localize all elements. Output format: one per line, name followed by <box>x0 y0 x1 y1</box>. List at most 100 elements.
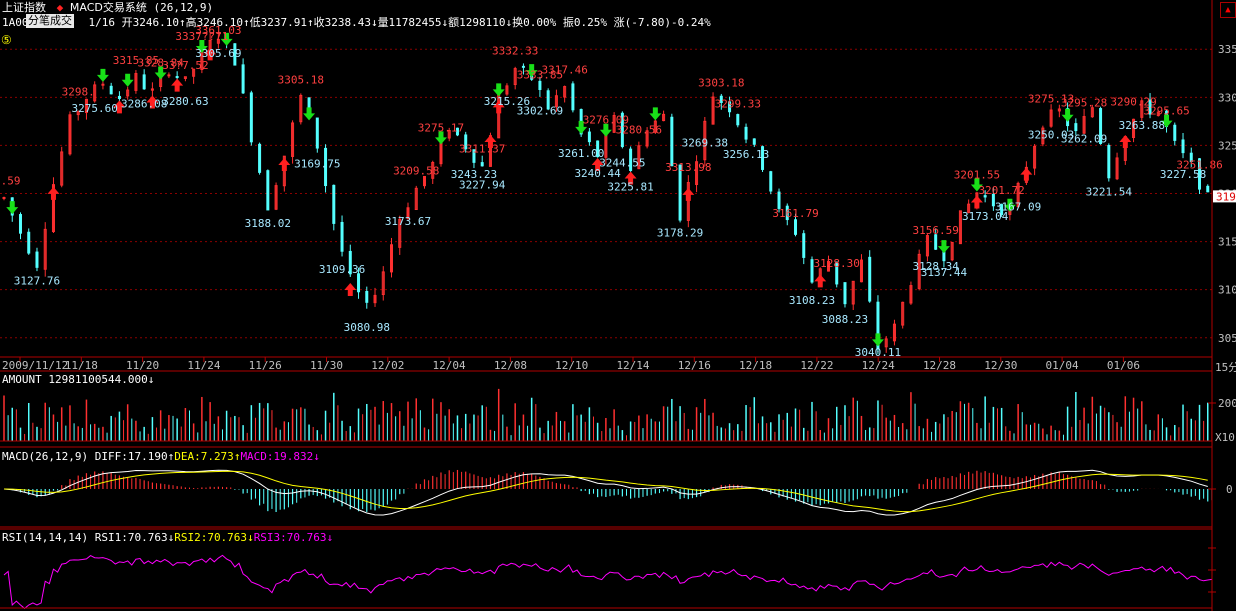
low-annotation: 3269.38 <box>682 137 728 150</box>
low-annotation: 3227.58 <box>1160 168 1206 181</box>
candle-body <box>84 98 88 113</box>
low-annotation: 3080.98 <box>344 321 390 334</box>
date-tick-label: 12/22 <box>800 359 833 372</box>
candle-body <box>703 120 707 161</box>
axes-labels: 335033003250320031503100305031915分2009/1… <box>2 43 1236 593</box>
candle-body <box>447 130 451 139</box>
low-annotation: 3221.54 <box>1086 185 1133 198</box>
red-up-arrow-icon <box>970 195 983 209</box>
green-down-arrow-icon <box>434 131 447 145</box>
red-up-arrow-icon <box>204 47 217 61</box>
candle-body <box>2 196 6 199</box>
system-params: (26,12,9) <box>153 1 214 14</box>
candle-body <box>695 161 699 185</box>
scroll-arrow-icon[interactable]: ▲ <box>1220 2 1236 18</box>
candle-body <box>472 149 476 163</box>
candle-body <box>43 228 47 270</box>
candle-body <box>505 85 509 95</box>
quote-volume: 量11782455 <box>377 16 442 29</box>
candle-body <box>241 64 245 94</box>
high-annotation: 3361.03 <box>195 24 241 37</box>
rsi-label: RSI(14,14,14) <box>2 531 89 544</box>
date-tick-label: 12/16 <box>678 359 711 372</box>
candle-body <box>629 148 633 171</box>
low-annotation: 3275.60 <box>72 102 118 115</box>
candle-body <box>167 74 171 77</box>
price-tick-label: 3250 <box>1218 139 1236 152</box>
green-down-arrow-icon <box>220 32 233 46</box>
high-annotation: 3299.33 <box>715 97 761 110</box>
current-price-label: 319 <box>1216 190 1236 203</box>
rsi-series <box>3 554 1212 610</box>
candle-body <box>101 83 105 86</box>
low-annotation: 3227.94 <box>459 179 506 192</box>
candle-body <box>1057 108 1061 112</box>
circle-five-icon[interactable]: ⑤ <box>1 33 12 47</box>
low-annotation: 3280.63 <box>162 95 208 108</box>
high-annotation: 3201.55 <box>954 169 1000 182</box>
tick-trade-menu[interactable]: 分笔成交 <box>26 14 74 28</box>
candle-body <box>324 147 328 187</box>
green-down-arrow-icon <box>525 64 538 78</box>
red-up-arrow-icon <box>624 171 637 185</box>
high-annotation: 3275.17 <box>418 121 464 134</box>
low-annotation: 3225.81 <box>607 180 653 193</box>
candle-body <box>315 117 319 149</box>
system-name[interactable]: MACD交易系统 <box>69 1 147 14</box>
candle-body <box>18 214 22 234</box>
candle-body <box>126 89 130 97</box>
candle-body <box>109 85 113 95</box>
candle-body <box>612 115 616 133</box>
candle-body <box>917 253 921 289</box>
quote-high: 高3246.10 <box>185 16 243 29</box>
high-annotation: 3337??71 <box>175 30 228 43</box>
high-annotation: 3209.58 <box>393 165 439 178</box>
candle-body <box>662 113 666 122</box>
candle-body <box>398 218 402 248</box>
rsi3-trend: ↓ <box>326 531 334 544</box>
low-annotation: 3173.04 <box>962 210 1009 223</box>
macd-value: MACD:19.832 <box>240 450 314 463</box>
green-down-arrow-icon <box>599 123 612 137</box>
candle-body <box>1016 182 1020 208</box>
candle-body <box>736 114 740 126</box>
green-down-arrow-icon <box>303 107 316 121</box>
high-annotation: 3311.37 <box>459 143 505 156</box>
candle-body <box>752 138 756 145</box>
red-up-arrow-icon: ◆ <box>56 1 64 14</box>
green-down-arrow-icon <box>195 40 208 54</box>
candlestick-series <box>2 33 1210 355</box>
candle-body <box>464 134 468 150</box>
date-tick-label: 12/04 <box>433 359 466 372</box>
candle-body <box>794 219 798 235</box>
candle-body <box>596 140 600 158</box>
candle-body <box>51 184 55 233</box>
candle-body <box>538 80 542 90</box>
low-annotation: 3261.00 <box>558 147 604 160</box>
candle-body <box>373 294 377 304</box>
candle-body <box>390 244 394 273</box>
high-annotation: 3276.09 <box>583 114 629 127</box>
red-up-arrow-icon <box>814 274 827 288</box>
green-down-arrow-icon <box>121 73 134 87</box>
quote-date: 1/16 <box>88 16 116 29</box>
index-title: 上证指数 <box>2 1 46 14</box>
candle-body <box>1132 118 1136 138</box>
candle-body <box>175 76 179 79</box>
quote-turnover: 换0.00% <box>512 16 557 29</box>
date-tick-label: 12/10 <box>555 359 588 372</box>
candle-body <box>513 68 517 86</box>
low-annotation: 3263.88 <box>1119 119 1165 132</box>
candle-body <box>876 301 880 350</box>
date-tick-label: 12/30 <box>984 359 1017 372</box>
candle-body <box>950 241 954 261</box>
candle-body <box>299 94 303 123</box>
green-down-arrow-icon <box>649 107 662 121</box>
date-tick-label: 11/20 <box>126 359 159 372</box>
candle-body <box>431 162 435 179</box>
candle-body <box>909 285 913 304</box>
candle-body <box>1148 99 1152 115</box>
candle-body <box>521 65 525 68</box>
candle-body <box>258 143 262 173</box>
